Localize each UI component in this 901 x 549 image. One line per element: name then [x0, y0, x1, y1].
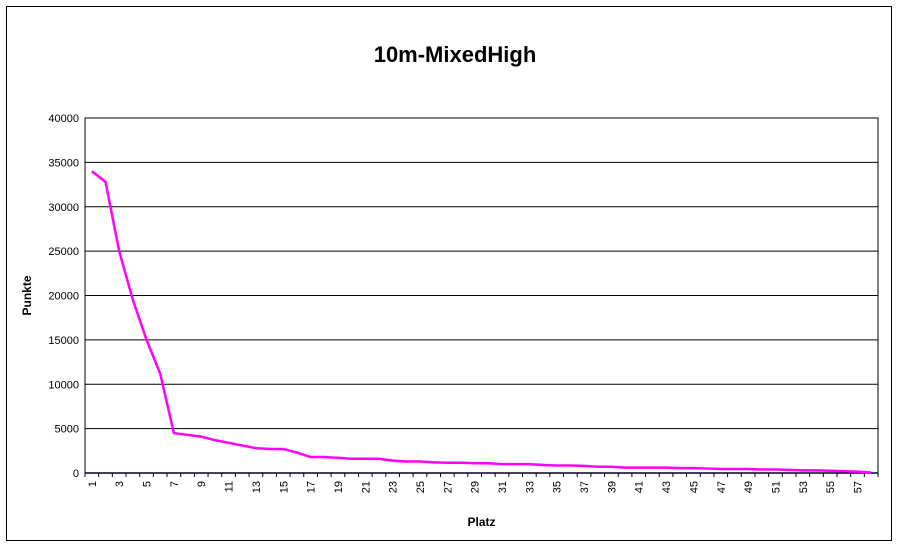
x-tick-label: 23 — [388, 481, 400, 493]
x-tick-label: 47 — [716, 481, 728, 493]
y-tick-label: 10000 — [48, 379, 79, 391]
x-tick-label: 15 — [278, 481, 290, 493]
x-tick-label: 45 — [688, 481, 700, 493]
y-tick-label: 25000 — [48, 246, 79, 258]
x-tick-label: 9 — [196, 481, 208, 487]
x-tick-label: 57 — [852, 481, 864, 493]
x-axis-label: Platz — [467, 515, 495, 529]
x-tick-label: 37 — [579, 481, 591, 493]
x-tick-label: 25 — [415, 481, 427, 493]
line-chart: 10m-MixedHigh 0 5000 10000 15000 20000 25000 3… — [20, 42, 879, 529]
x-tick-label: 21 — [360, 481, 372, 493]
x-tick-label: 29 — [470, 481, 482, 493]
series-line — [91, 170, 872, 474]
y-tick-label: 0 — [73, 468, 79, 480]
x-tick-label: 49 — [743, 481, 755, 493]
x-tick-label: 3 — [114, 481, 126, 487]
chart-frame: 10m-MixedHigh 0 5000 10000 15000 20000 25000 3… — [6, 6, 892, 541]
x-tick-label: 5 — [142, 481, 154, 487]
x-tick-label: 19 — [333, 481, 345, 493]
x-tick-label: 51 — [770, 481, 782, 493]
y-axis-label: Punkte — [20, 275, 34, 315]
y-tick-label: 15000 — [48, 335, 79, 347]
x-tick-label: 1 — [87, 481, 99, 487]
x-tick-label: 11 — [224, 481, 236, 492]
y-tick-label: 30000 — [48, 202, 79, 214]
x-tick-label: 33 — [524, 481, 536, 493]
x-tick-label: 55 — [825, 481, 837, 493]
x-tick-label: 13 — [251, 481, 263, 493]
x-tick-label: 27 — [442, 481, 454, 493]
x-tick-label: 43 — [661, 481, 673, 493]
x-tick-label: 31 — [497, 481, 509, 493]
y-tick-label: 40000 — [48, 113, 79, 125]
x-tick-label: 53 — [798, 481, 810, 493]
y-tick-label: 35000 — [48, 157, 79, 169]
x-tick-label: 39 — [606, 481, 618, 493]
x-tick-label: 17 — [306, 481, 318, 493]
x-tick-label: 35 — [552, 481, 564, 493]
chart-title: 10m-MixedHigh — [374, 42, 537, 67]
x-tick-label: 7 — [169, 481, 181, 487]
y-tick-label: 5000 — [55, 424, 79, 436]
y-tick-label: 20000 — [48, 291, 79, 303]
x-tick-label: 41 — [634, 481, 646, 493]
